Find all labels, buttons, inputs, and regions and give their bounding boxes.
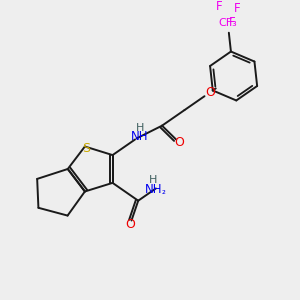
Text: O: O bbox=[125, 218, 135, 232]
Text: H: H bbox=[149, 175, 157, 185]
Text: F: F bbox=[216, 0, 222, 13]
Text: NH: NH bbox=[131, 130, 148, 143]
Text: F: F bbox=[229, 16, 235, 29]
Text: O: O bbox=[174, 136, 184, 149]
Text: ₂: ₂ bbox=[162, 186, 166, 196]
Text: F: F bbox=[234, 2, 240, 15]
Text: CF₃: CF₃ bbox=[218, 18, 237, 28]
Text: O: O bbox=[205, 86, 215, 99]
Text: S: S bbox=[82, 142, 90, 155]
Text: H: H bbox=[136, 123, 144, 133]
Text: NH: NH bbox=[145, 183, 163, 196]
